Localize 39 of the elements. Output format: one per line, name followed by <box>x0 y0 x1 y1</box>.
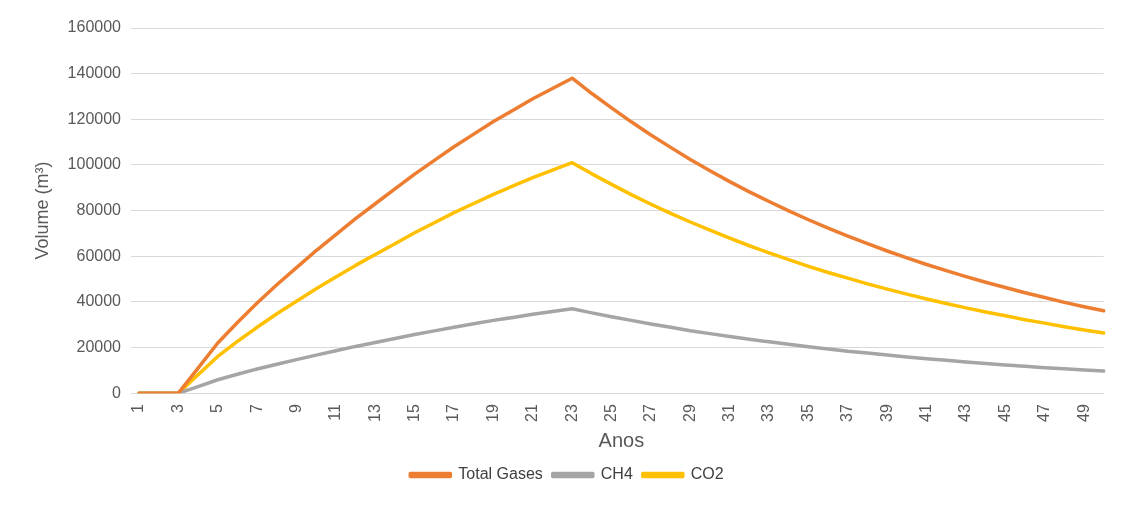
x-tick-label: 13 <box>365 404 383 422</box>
x-tick-label: 49 <box>1074 404 1092 422</box>
x-tick-label: 3 <box>168 404 186 414</box>
x-tick-label: 15 <box>405 404 423 422</box>
y-tick-label: 140000 <box>67 64 122 82</box>
x-tick-label: 27 <box>641 404 659 422</box>
y-tick-label: 20000 <box>76 337 122 355</box>
x-tick-label: 39 <box>877 404 895 422</box>
y-tick-label: 0 <box>112 383 122 401</box>
x-tick-label: 31 <box>720 404 738 422</box>
x-tick-label: 41 <box>917 404 934 422</box>
x-tick-label: 11 <box>326 404 344 421</box>
x-axis-title: Anos <box>598 428 645 451</box>
y-tick-label: 120000 <box>67 109 122 127</box>
y-tick-label: 100000 <box>67 155 122 173</box>
x-tick-label: 25 <box>601 404 619 422</box>
x-tick-label: 35 <box>798 404 816 422</box>
x-tick-label: 17 <box>444 404 462 422</box>
y-tick-label: 160000 <box>67 18 122 36</box>
x-tick-label: 33 <box>759 404 777 422</box>
x-tick-label: 1 <box>129 404 147 414</box>
legend-label: CO2 <box>690 465 724 483</box>
y-axis-title: Volume (m³) <box>31 161 52 260</box>
x-tick-label: 19 <box>483 404 501 422</box>
x-tick-label: 7 <box>247 404 265 414</box>
x-tick-label: 37 <box>838 404 856 422</box>
x-tick-label: 21 <box>523 404 541 422</box>
x-tick-label: 45 <box>995 404 1013 422</box>
y-tick-label: 60000 <box>76 246 122 264</box>
legend-label: Total Gases <box>458 465 543 483</box>
x-tick-label: 5 <box>208 404 226 414</box>
legend-label: CH4 <box>600 465 633 483</box>
x-tick-label: 23 <box>562 404 580 422</box>
y-tick-label: 40000 <box>76 292 122 310</box>
x-tick-label: 9 <box>286 404 304 414</box>
y-tick-label: 80000 <box>76 201 122 219</box>
x-tick-label: 43 <box>956 404 974 422</box>
x-tick-label: 47 <box>1035 404 1053 422</box>
x-tick-label: 29 <box>680 404 698 422</box>
